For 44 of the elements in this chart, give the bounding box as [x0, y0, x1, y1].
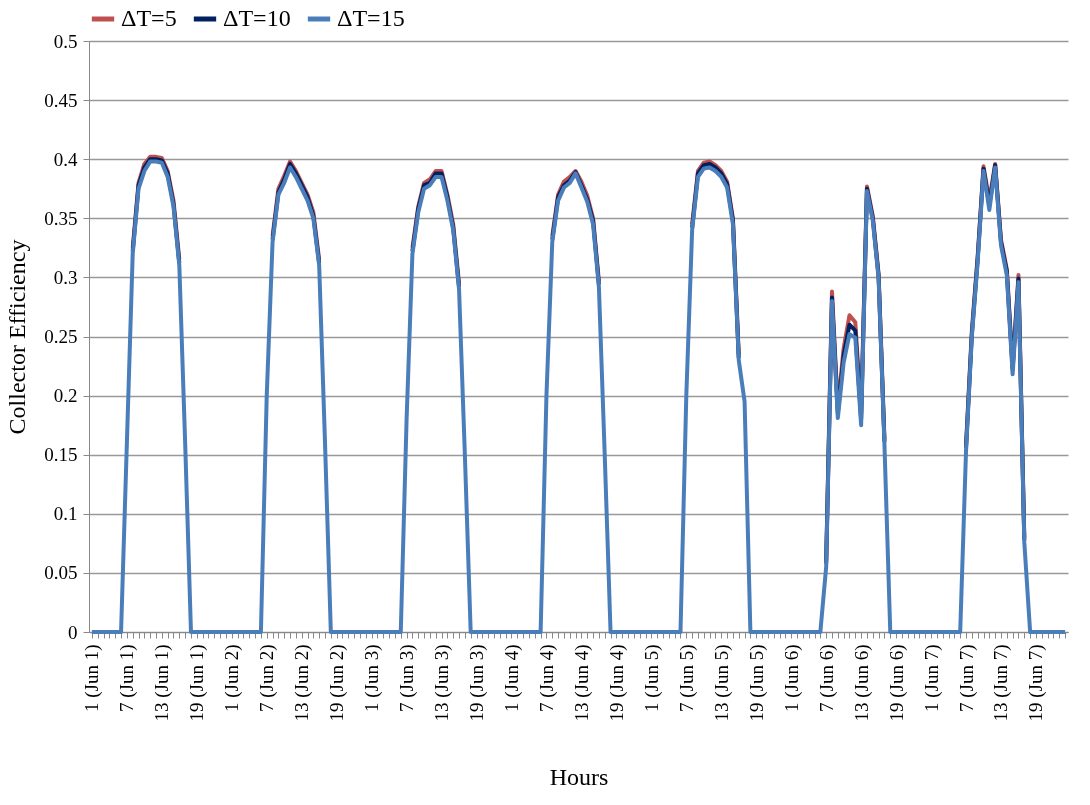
x-tick-label: 13 (Jun 2): [291, 644, 314, 722]
x-tick-label: 13 (Jun 5): [710, 644, 733, 722]
y-tick-label: 0: [68, 621, 78, 643]
x-tick-label: 1 (Jun 4): [500, 644, 523, 713]
x-tick-label: 7 (Jun 1): [116, 644, 139, 713]
x-tick-label: 1 (Jun 3): [361, 644, 384, 713]
x-axis-title: Hours: [549, 764, 609, 791]
y-tick-label: 0.3: [53, 266, 78, 288]
x-tick-label: 7 (Jun 6): [815, 644, 838, 713]
y-tick-label: 0.35: [44, 207, 78, 229]
y-axis-title: Collector Efficiency: [4, 239, 31, 435]
x-tick-label: 19 (Jun 3): [466, 644, 489, 722]
y-tick-label: 0.05: [44, 562, 78, 584]
x-tick-label: 1 (Jun 1): [81, 644, 104, 713]
x-tick-label: 19 (Jun 6): [885, 644, 908, 722]
legend-label: ΔT=15: [337, 5, 405, 31]
y-tick-label: 0.2: [53, 385, 78, 407]
x-tick-label: 1 (Jun 7): [920, 644, 943, 713]
x-tick-label: 13 (Jun 3): [431, 644, 454, 722]
x-tick-label: 13 (Jun 6): [850, 644, 873, 722]
legend-label: ΔT=5: [121, 5, 177, 31]
y-tick-label: 0.5: [53, 30, 78, 52]
x-tick-label: 7 (Jun 5): [675, 644, 698, 713]
x-tick-label: 19 (Jun 7): [1025, 644, 1048, 722]
x-tick-label: 13 (Jun 7): [990, 644, 1013, 722]
y-tick-label: 0.45: [44, 89, 78, 111]
x-tick-label: 1 (Jun 6): [780, 644, 803, 713]
x-tick-label: 7 (Jun 4): [535, 644, 558, 713]
y-tick-label: 0.15: [44, 444, 78, 466]
x-tick-label: 19 (Jun 1): [186, 644, 209, 722]
y-tick-label: 0.25: [44, 326, 78, 347]
y-tick-label: 0.1: [53, 503, 78, 525]
y-tick-label: 0.4: [53, 148, 78, 170]
x-tick-label: 19 (Jun 4): [605, 644, 628, 722]
legend-label: ΔT=10: [223, 5, 291, 31]
x-tick-label: 1 (Jun 2): [221, 644, 244, 713]
x-tick-label: 13 (Jun 1): [151, 644, 174, 722]
x-tick-label: 7 (Jun 2): [256, 644, 279, 713]
x-tick-label: 7 (Jun 7): [955, 644, 978, 713]
x-tick-label: 13 (Jun 4): [570, 644, 593, 722]
x-tick-label: 7 (Jun 3): [396, 644, 419, 713]
x-tick-label: 1 (Jun 5): [640, 644, 663, 713]
x-tick-label: 19 (Jun 5): [745, 644, 768, 722]
x-tick-label: 19 (Jun 2): [326, 644, 349, 722]
